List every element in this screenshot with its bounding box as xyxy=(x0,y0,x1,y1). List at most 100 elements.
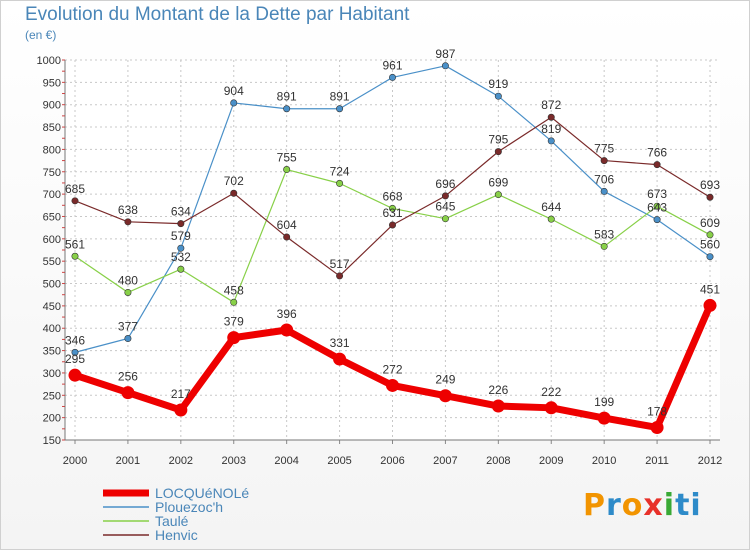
y-tick-label: 600 xyxy=(43,234,61,246)
x-tick-label: 2005 xyxy=(327,455,351,467)
y-tick-label: 400 xyxy=(43,323,61,335)
x-tick-label: 2011 xyxy=(645,455,669,467)
y-tick-label: 350 xyxy=(43,346,61,358)
data-point xyxy=(494,148,502,156)
data-label: 458 xyxy=(224,283,244,297)
data-labels: 346 377 579 904 891 891 961 987 919 819 706 643 560 5… xyxy=(65,47,720,419)
data-point xyxy=(441,192,449,200)
data-point xyxy=(124,288,132,296)
data-label: 685 xyxy=(65,182,85,196)
data-point xyxy=(547,113,555,121)
data-point xyxy=(441,215,449,223)
data-point xyxy=(230,99,238,107)
data-point xyxy=(491,399,505,413)
data-label: 377 xyxy=(118,320,138,334)
data-point xyxy=(653,216,661,224)
data-label: 560 xyxy=(700,238,720,252)
data-point xyxy=(703,298,717,312)
data-label: 706 xyxy=(594,172,614,186)
data-point xyxy=(494,191,502,199)
data-label: 755 xyxy=(277,151,297,165)
data-point xyxy=(706,193,714,201)
data-point xyxy=(597,411,611,425)
data-point xyxy=(121,386,135,400)
y-tick-label: 500 xyxy=(43,279,61,291)
data-point xyxy=(544,401,558,415)
y-tick-label: 750 xyxy=(43,167,61,179)
data-point xyxy=(336,179,344,187)
data-label: 645 xyxy=(435,200,455,214)
data-point xyxy=(71,197,79,205)
y-tick-label: 150 xyxy=(43,435,61,447)
data-point xyxy=(441,62,449,70)
data-label: 766 xyxy=(647,146,667,160)
x-tick-label: 2004 xyxy=(274,455,298,467)
data-label: 631 xyxy=(382,206,402,220)
y-tick-label: 700 xyxy=(43,189,61,201)
data-label: 561 xyxy=(65,237,85,251)
data-point xyxy=(706,253,714,261)
data-label: 693 xyxy=(700,178,720,192)
x-tick-label: 2006 xyxy=(380,455,404,467)
data-label: 775 xyxy=(594,142,614,156)
data-point xyxy=(706,231,714,239)
data-label: 819 xyxy=(541,122,561,136)
data-label: 634 xyxy=(171,205,191,219)
chart-subtitle: (en €) xyxy=(25,28,57,42)
x-tick-label: 2003 xyxy=(222,455,246,467)
data-label: 579 xyxy=(171,229,191,243)
legend-label: LOCQUéNOLé xyxy=(155,485,249,501)
data-label: 256 xyxy=(118,370,138,384)
data-label: 673 xyxy=(647,187,667,201)
data-label: 644 xyxy=(541,200,561,214)
data-label: 872 xyxy=(541,98,561,112)
data-point xyxy=(174,403,188,417)
data-point xyxy=(124,335,132,343)
x-tick-label: 2002 xyxy=(169,455,193,467)
data-label: 696 xyxy=(435,177,455,191)
data-label: 451 xyxy=(700,282,720,296)
data-label: 295 xyxy=(65,352,85,366)
legend-label: Taulé xyxy=(155,513,189,529)
x-tick-label: 2009 xyxy=(539,455,563,467)
data-label: 699 xyxy=(488,176,508,190)
data-label: 222 xyxy=(541,385,561,399)
data-label: 532 xyxy=(171,250,191,264)
data-point xyxy=(336,272,344,280)
data-label: 396 xyxy=(277,307,297,321)
data-point xyxy=(388,221,396,229)
data-point xyxy=(177,220,185,228)
data-label: 226 xyxy=(488,383,508,397)
y-tick-label: 1000 xyxy=(37,55,61,67)
data-point xyxy=(600,157,608,165)
data-point xyxy=(438,389,452,403)
data-label: 604 xyxy=(277,218,297,232)
data-point xyxy=(227,331,241,345)
data-label: 517 xyxy=(330,257,350,271)
y-tick-label: 250 xyxy=(43,390,61,402)
data-label: 272 xyxy=(382,362,402,376)
data-label: 643 xyxy=(647,201,667,215)
data-label: 346 xyxy=(65,333,85,347)
x-tick-label: 2012 xyxy=(698,455,722,467)
data-point xyxy=(230,298,238,306)
data-point xyxy=(280,323,294,337)
y-tick-label: 300 xyxy=(43,368,61,380)
data-label: 904 xyxy=(224,84,244,98)
data-point xyxy=(283,105,291,113)
data-label: 795 xyxy=(488,133,508,147)
data-point xyxy=(386,378,399,392)
data-label: 891 xyxy=(277,90,297,104)
legend-label: Henvic xyxy=(155,527,198,543)
x-tick-label: 2000 xyxy=(63,455,87,467)
data-point xyxy=(653,202,661,210)
data-label: 379 xyxy=(224,315,244,329)
data-point xyxy=(333,352,347,366)
data-label: 987 xyxy=(435,47,455,61)
chart-title: Evolution du Montant de la Dette par Hab… xyxy=(25,4,410,25)
y-tick-label: 550 xyxy=(43,256,61,268)
data-label: 249 xyxy=(435,373,455,387)
data-label: 199 xyxy=(594,395,614,409)
